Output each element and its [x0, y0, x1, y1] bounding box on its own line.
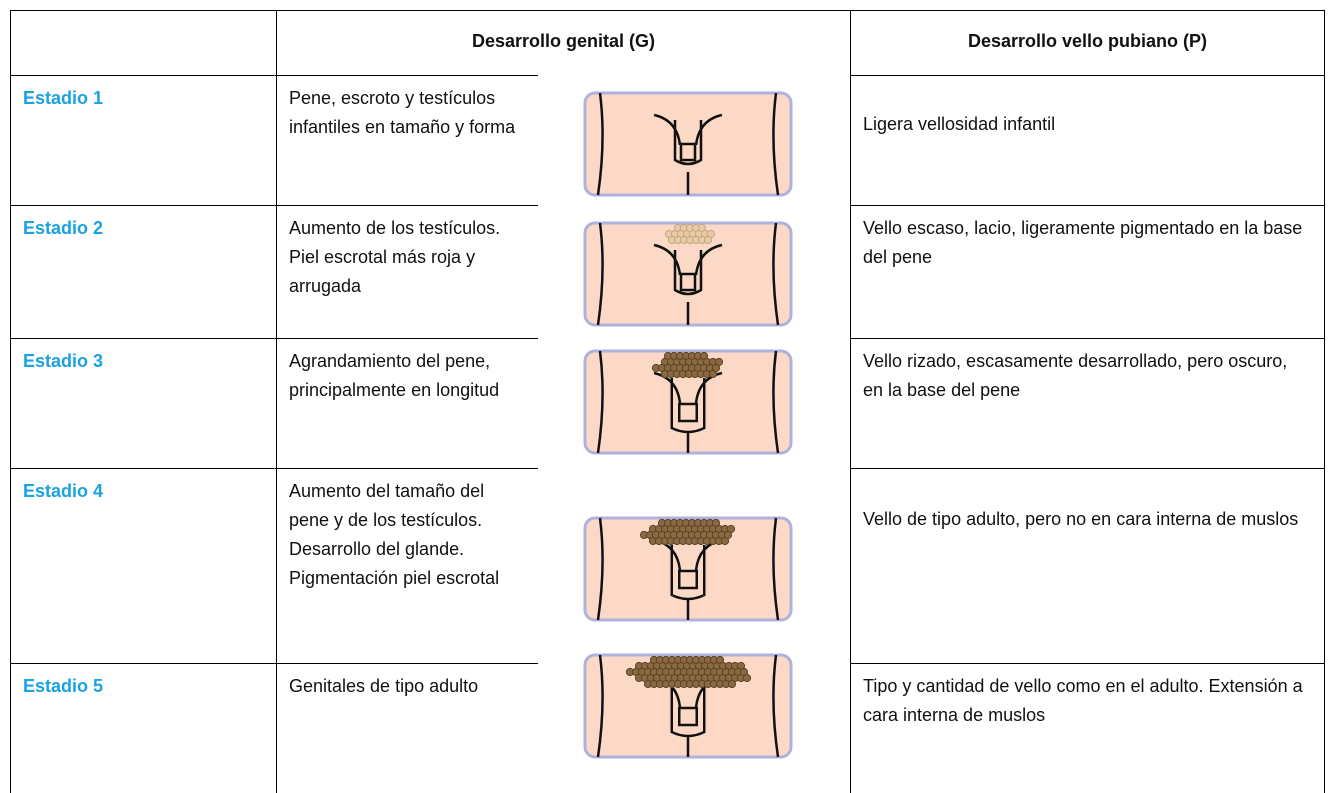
outline [670, 682, 706, 757]
stage-illustration [583, 221, 793, 327]
outline [670, 545, 706, 620]
pubic-text: Vello rizado, escasamente desarrollado, … [850, 338, 1325, 468]
stage-label: Estadio 3 [10, 338, 276, 468]
groin-lines [653, 113, 723, 146]
header-empty-cell [10, 10, 276, 75]
hip-lines [596, 654, 780, 758]
stage-label: Estadio 5 [10, 663, 276, 793]
hair [727, 679, 737, 689]
groin-lines [653, 243, 723, 276]
header-genital: Desarrollo genital (G) [276, 10, 850, 75]
hip-lines [596, 222, 780, 326]
stage-illustration [583, 91, 793, 197]
stage-illustration [583, 653, 793, 759]
outline [673, 120, 703, 195]
header-pubic: Desarrollo vello pubiano (P) [850, 10, 1325, 75]
genital-text: Pene, escroto y testículos infantiles en… [276, 75, 538, 205]
genital-text: Agrandamiento del pene, principalmente e… [276, 338, 538, 468]
stage-illustration [583, 349, 793, 455]
stage-label: Estadio 1 [10, 75, 276, 205]
hair [703, 235, 713, 245]
hip-lines [596, 517, 780, 621]
stage-label: Estadio 2 [10, 205, 276, 338]
hair [723, 530, 733, 540]
outline [673, 250, 703, 325]
pubic-text: Vello de tipo adulto, pero no en cara in… [850, 468, 1325, 663]
hair [742, 673, 752, 683]
genital-text: Aumento del tamaño del pene y de los tes… [276, 468, 538, 663]
pubic-text: Ligera vellosidad infantil [850, 75, 1325, 205]
hip-lines [596, 350, 780, 454]
hip-lines [596, 92, 780, 196]
genital-text: Genitales de tipo adulto [276, 663, 538, 793]
genital-text: Aumento de los testículos. Piel escrotal… [276, 205, 538, 338]
stage-illustration [583, 516, 793, 622]
stage-label: Estadio 4 [10, 468, 276, 663]
outline [670, 378, 706, 453]
pubic-text: Tipo y cantidad de vello como en el adul… [850, 663, 1325, 793]
pubic-text: Vello escaso, lacio, ligeramente pigment… [850, 205, 1325, 338]
hair [711, 363, 721, 373]
